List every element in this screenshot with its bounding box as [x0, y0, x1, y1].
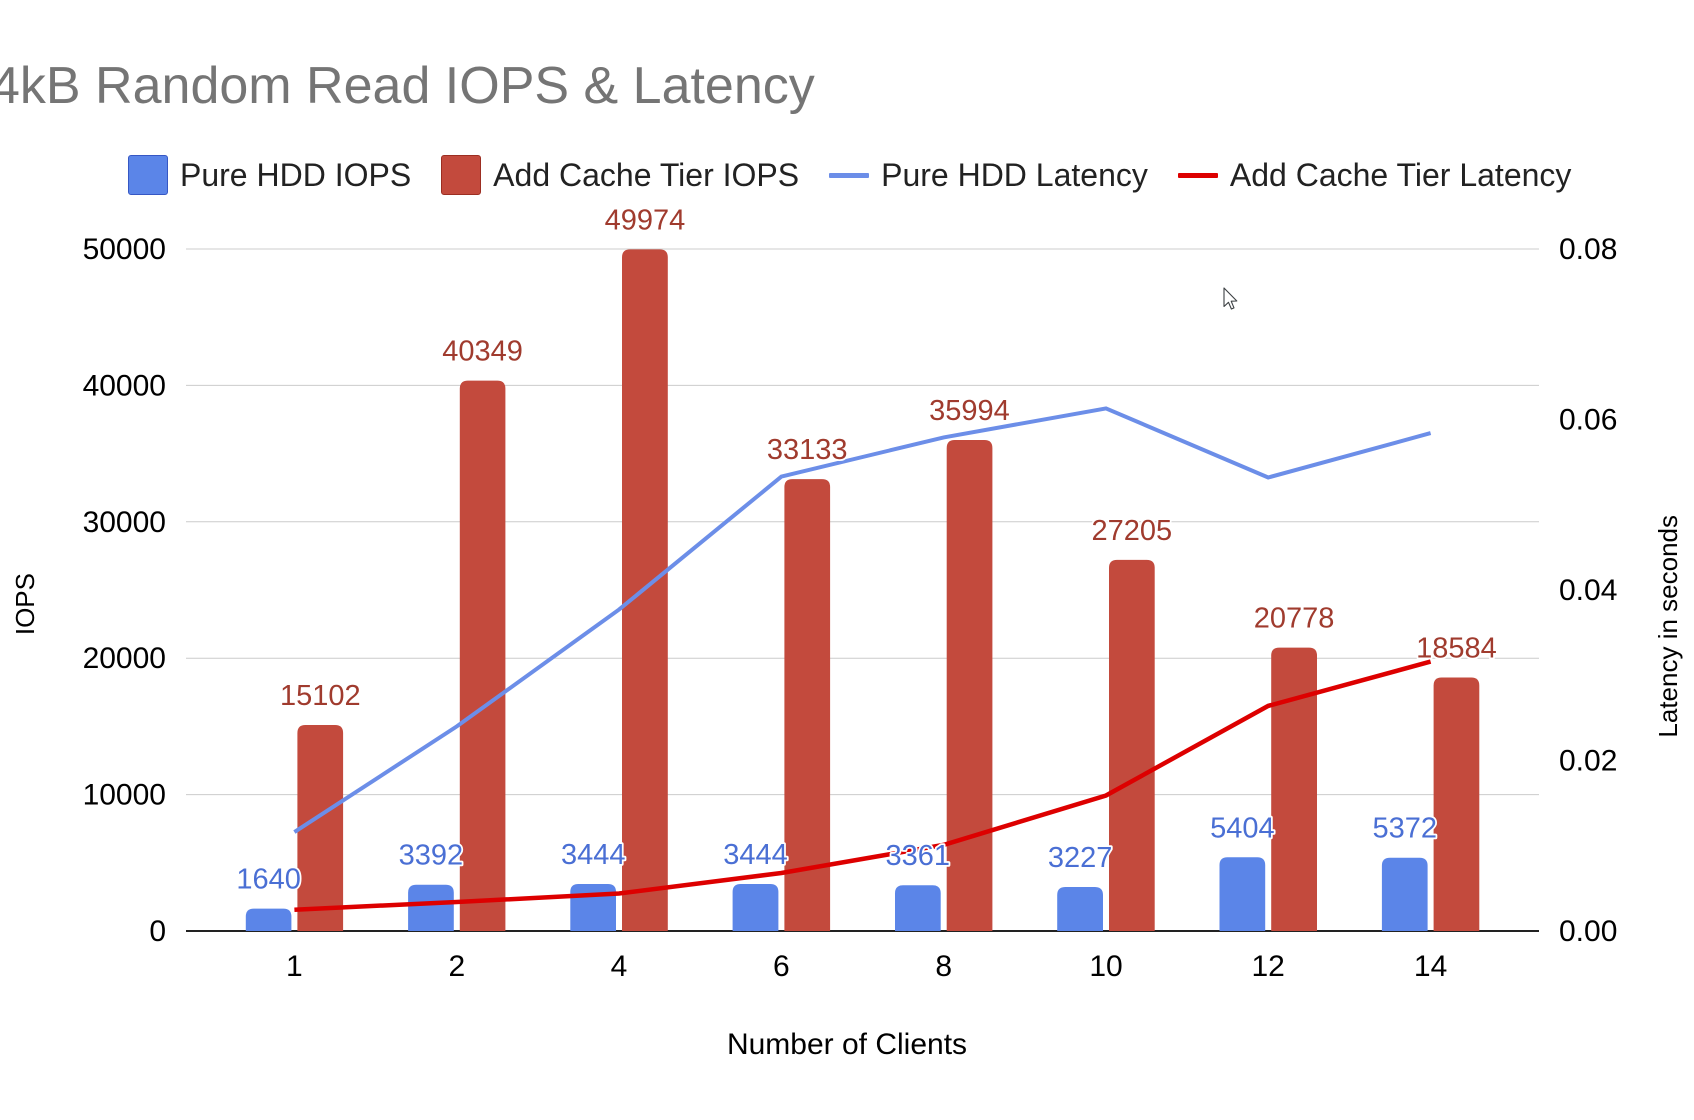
- svg-text:1: 1: [286, 950, 303, 983]
- svg-text:27205: 27205: [1091, 515, 1172, 547]
- svg-text:5404: 5404: [1210, 812, 1275, 844]
- svg-text:3444: 3444: [561, 839, 626, 871]
- svg-text:1640: 1640: [236, 864, 301, 896]
- svg-text:6: 6: [773, 950, 790, 983]
- svg-text:3444: 3444: [723, 839, 788, 871]
- svg-text:0.04: 0.04: [1559, 574, 1617, 607]
- svg-text:10: 10: [1089, 950, 1122, 983]
- svg-text:0.02: 0.02: [1559, 745, 1617, 778]
- svg-text:12: 12: [1252, 950, 1285, 983]
- svg-text:0.08: 0.08: [1559, 233, 1617, 266]
- svg-text:40349: 40349: [442, 336, 523, 368]
- svg-text:15102: 15102: [280, 680, 361, 712]
- svg-text:40000: 40000: [83, 369, 166, 402]
- svg-text:30000: 30000: [83, 506, 166, 539]
- svg-text:3227: 3227: [1048, 842, 1113, 874]
- svg-text:5372: 5372: [1372, 813, 1437, 845]
- svg-text:3361: 3361: [886, 840, 951, 872]
- svg-text:4: 4: [611, 950, 628, 983]
- svg-text:33133: 33133: [767, 434, 848, 466]
- svg-text:35994: 35994: [929, 395, 1010, 427]
- svg-text:18584: 18584: [1416, 633, 1497, 665]
- svg-text:0.06: 0.06: [1559, 404, 1617, 437]
- svg-text:0.00: 0.00: [1559, 915, 1617, 948]
- svg-text:20778: 20778: [1254, 603, 1335, 635]
- svg-text:20000: 20000: [83, 642, 166, 675]
- svg-text:8: 8: [935, 950, 952, 983]
- svg-text:14: 14: [1414, 950, 1447, 983]
- svg-text:50000: 50000: [83, 233, 166, 266]
- svg-text:2: 2: [448, 950, 465, 983]
- svg-text:3392: 3392: [399, 840, 464, 872]
- svg-text:10000: 10000: [83, 779, 166, 812]
- svg-text:0: 0: [149, 915, 166, 948]
- svg-text:49974: 49974: [605, 204, 686, 236]
